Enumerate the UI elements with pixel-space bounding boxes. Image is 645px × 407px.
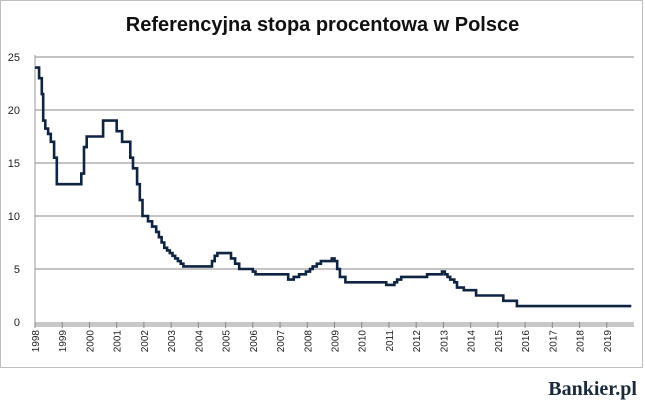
y-tick-label: 20 bbox=[8, 105, 20, 117]
series-line bbox=[35, 66, 632, 308]
x-tick-label: 2006 bbox=[249, 330, 260, 353]
x-tick-label: 2019 bbox=[603, 330, 614, 353]
x-tick-label: 2009 bbox=[331, 330, 342, 353]
x-tick-label: 2017 bbox=[548, 330, 559, 353]
y-tick-label: 15 bbox=[8, 158, 20, 170]
y-tick-label: 10 bbox=[8, 211, 20, 223]
line-chart: 0 5 10 15 20 25 1998 1999 2000 2001 2002 2003 2004 20… bbox=[8, 52, 634, 353]
x-tick-label: 2018 bbox=[576, 330, 587, 353]
x-tick-label: 2014 bbox=[467, 330, 478, 353]
x-tick-label: 2008 bbox=[303, 330, 314, 353]
x-tick-label: 2013 bbox=[439, 330, 450, 353]
y-tick-label: 0 bbox=[14, 317, 20, 329]
y-tick-label: 25 bbox=[8, 52, 20, 64]
x-tick-label: 2015 bbox=[494, 330, 505, 353]
chart-frame bbox=[0, 0, 643, 368]
x-tick-label: 2012 bbox=[412, 330, 423, 353]
x-tick-label: 2005 bbox=[222, 330, 233, 353]
x-tick-label: 2007 bbox=[276, 330, 287, 353]
x-tick-label: 1999 bbox=[58, 330, 69, 353]
x-tick-label: 2016 bbox=[521, 330, 532, 353]
x-tick-label: 2003 bbox=[167, 330, 178, 353]
x-tick-label: 2002 bbox=[140, 330, 151, 353]
chart-title: Referencyjna stopa procentowa w Polsce bbox=[125, 14, 520, 36]
x-tick-label: 2004 bbox=[194, 330, 205, 353]
y-tick-label: 5 bbox=[14, 264, 20, 276]
x-tick-label: 2001 bbox=[113, 330, 124, 353]
x-tick-label: 2011 bbox=[385, 330, 396, 352]
x-tick-label: 1998 bbox=[31, 330, 42, 353]
x-tick-label: 2000 bbox=[85, 330, 96, 353]
bankier-logo: Bankier.pl bbox=[548, 378, 637, 400]
x-tick-label: 2010 bbox=[358, 330, 369, 353]
